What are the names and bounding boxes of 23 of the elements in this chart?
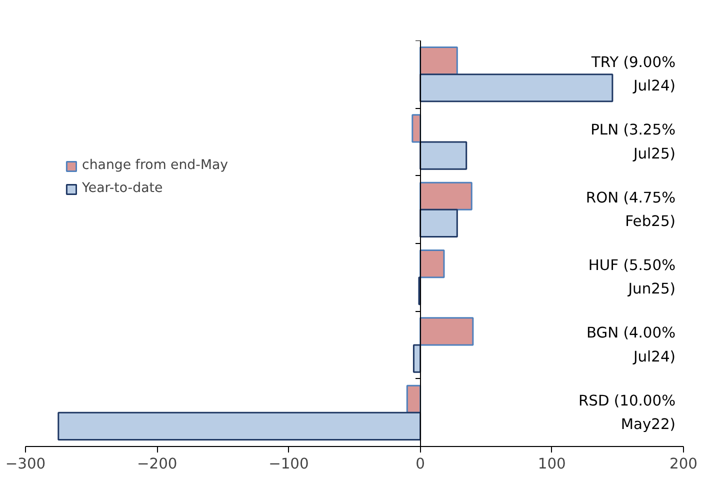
- bar: [420, 208, 458, 238]
- bar: [420, 74, 614, 102]
- x-tick-label: −300: [5, 456, 46, 472]
- bar: [420, 250, 445, 278]
- bar: [58, 412, 422, 440]
- x-tick-label: −100: [268, 456, 309, 472]
- bar: [412, 114, 422, 143]
- x-tick-label: −200: [136, 456, 178, 472]
- y-tick-label: RON (4.75% Feb25): [586, 189, 676, 230]
- x-tick-label: 0: [416, 456, 425, 472]
- y-tick-label: RSD (10.00% May22): [578, 392, 676, 434]
- y-tick-label: TRY (9.00% Jul24): [590, 54, 676, 95]
- legend-label: change from end-May: [82, 158, 228, 173]
- bar: [420, 182, 472, 210]
- legend-label: Year-to-date: [82, 181, 163, 196]
- y-tick-label: BGN (4.00% Jul24): [586, 324, 676, 366]
- bar: [420, 46, 458, 76]
- x-tick-label: 200: [670, 456, 698, 472]
- bar: [420, 317, 474, 346]
- bar: [420, 141, 468, 170]
- y-tick-label: HUF (5.50% Jun25): [588, 256, 676, 298]
- y-tick-label: PLN (3.25% Jul25): [590, 122, 676, 162]
- x-tick-label: 100: [538, 456, 566, 472]
